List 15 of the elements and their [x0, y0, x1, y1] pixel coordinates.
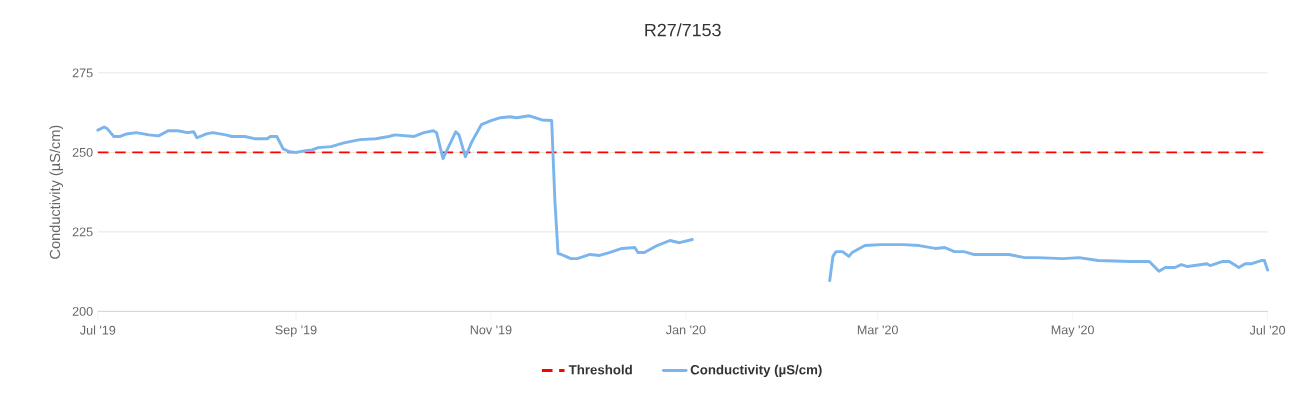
legend-label: Threshold [568, 364, 632, 375]
y-tick-label: 225 [72, 227, 93, 237]
y-axis-title: Conductivity (µS/cm) [49, 125, 63, 259]
y-tick-label: 200 [72, 306, 93, 316]
chart-title: R27/7153 [645, 23, 721, 37]
x-tick-label: Sep '19 [275, 325, 317, 337]
legend-label: Conductivity (µS/cm) [690, 364, 822, 377]
x-tick-label: Nov '19 [470, 325, 512, 335]
x-tick-label: May '20 [1051, 325, 1094, 337]
x-tick-label: Jan '20 [665, 325, 706, 335]
y-tick-label: 250 [72, 147, 93, 157]
x-tick-label: Jul '20 [1249, 325, 1286, 335]
y-tick-label: 275 [72, 68, 93, 78]
x-tick-label: Mar '20 [857, 325, 898, 335]
x-tick-label: Jul '19 [80, 325, 116, 335]
